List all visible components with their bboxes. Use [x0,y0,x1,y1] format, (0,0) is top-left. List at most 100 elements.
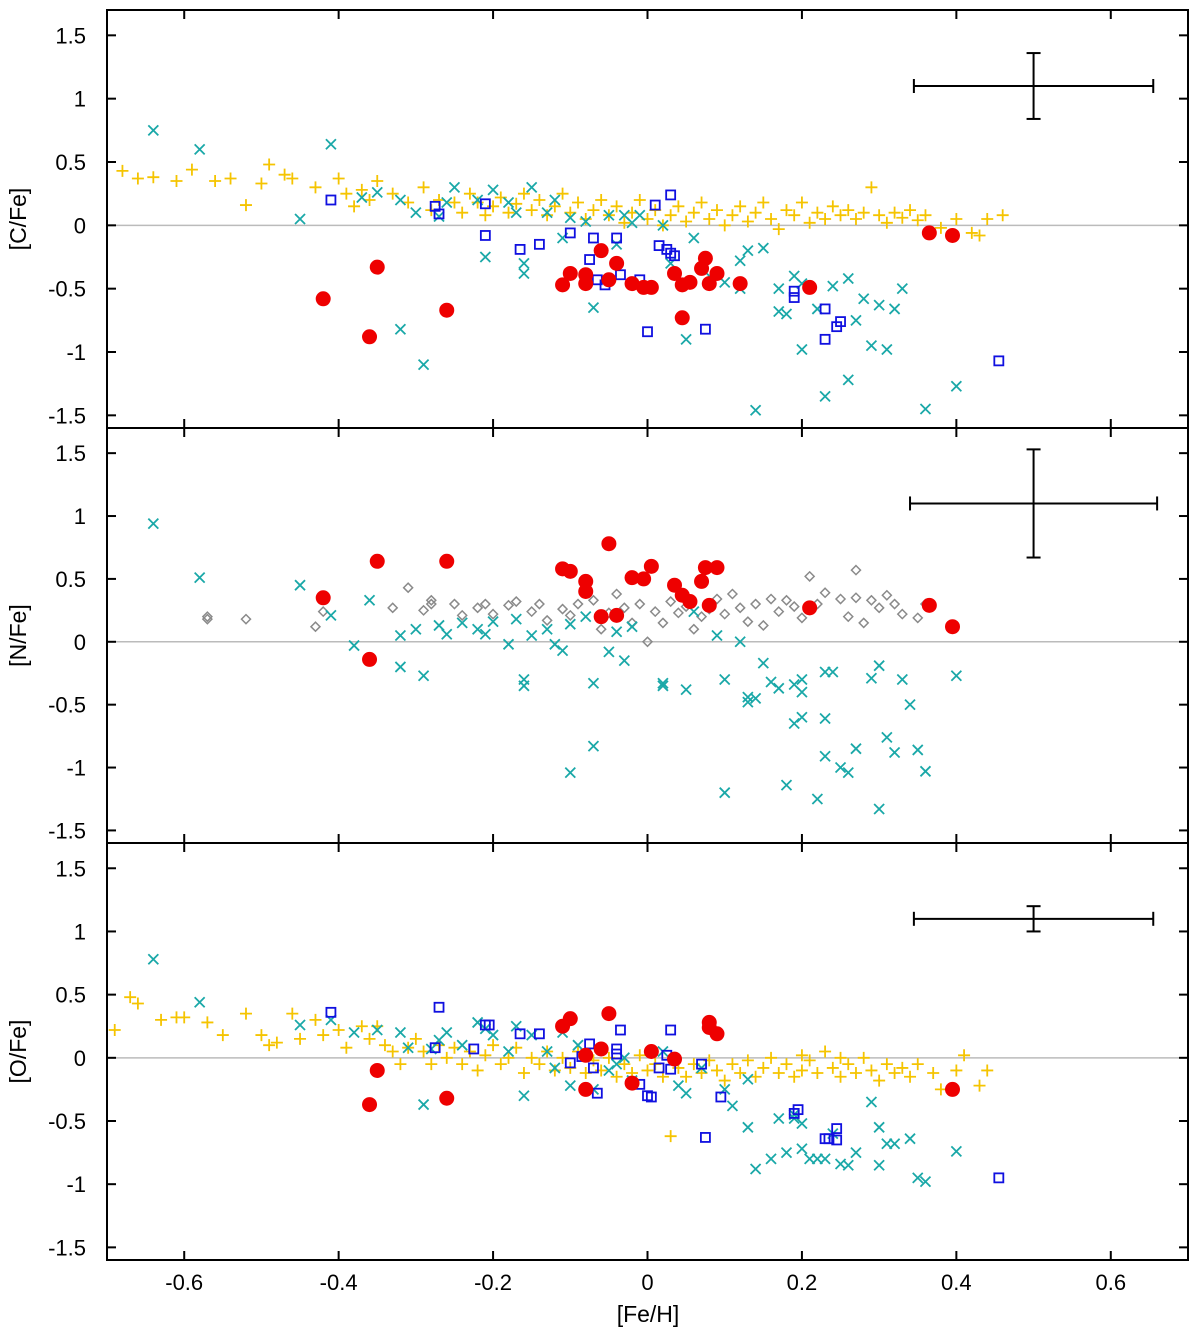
yellow-plus-point-4 [185,163,198,176]
gray-diamond-point-5 [387,602,399,614]
yellow-plus-point-65 [765,213,778,225]
red-circle-point-22 [802,279,818,295]
teal-cross-point-8 [410,207,422,219]
gray-diamond-point-55 [842,611,854,623]
teal-cross-point-60 [865,672,878,684]
teal-cross-point-59 [950,380,962,392]
yellow-plus-point-12 [309,181,322,194]
teal-cross-point-15 [487,1029,499,1041]
teal-cross-point-37 [742,1073,754,1085]
gray-diamond-point-7 [418,604,430,616]
teal-cross-point-20 [526,629,538,642]
teal-cross-point-12 [456,617,468,629]
gray-diamond-point-36 [688,623,700,635]
teal-cross-point-28 [610,238,623,250]
teal-cross-point-5 [363,594,376,606]
red-circle-point-7 [593,1041,609,1057]
yellow-plus-point-80 [880,216,893,229]
yellow-plus-point-62 [741,215,754,228]
teal-cross-point-8 [417,1098,430,1111]
teal-cross-point-58 [919,403,932,415]
blue-square-series [325,1001,1005,1184]
panel-o-fe: -1.5 -1 -0.5 0 0.5 1 1.5 [O/Fe] [5,842,1189,1261]
gray-diamond-point-13 [479,598,491,610]
teal-cross-point-65 [896,673,908,686]
red-circle-series [315,536,960,667]
yellow-plus-point-45 [610,200,623,213]
yellow-plus-point-55 [641,1064,654,1077]
yellow-plus-point-14 [340,187,353,200]
teal-cross-point-35 [688,232,700,244]
teal-cross-point-52 [858,293,870,305]
teal-cross-point-15 [487,184,499,196]
yellow-plus-point-78 [819,1045,832,1058]
gray-diamond-point-1 [201,611,213,623]
teal-cross-point-25 [580,215,592,228]
red-circle-point-23 [921,225,937,241]
red-circle-point-19 [701,276,717,292]
yellow-plus-point-54 [633,1049,646,1062]
red-circle-point-2 [439,1090,455,1106]
red-circle-point-10 [609,607,625,623]
yellow-plus-point-68 [741,1054,754,1067]
teal-cross-point-47 [780,779,793,791]
teal-cross-series [147,124,962,416]
yellow-plus-point-65 [718,1074,731,1087]
yellow-plus-point-97 [795,1049,808,1062]
teal-cross-point-33 [680,1087,692,1099]
yellow-plus-point-91 [927,1066,940,1079]
yellow-plus-point-36 [541,209,554,222]
yellow-plus-point-94 [958,1049,971,1062]
teal-cross-point-31 [618,655,630,667]
teal-cross-point-0 [147,124,159,136]
yellow-plus-point-54 [680,215,693,228]
blue-square-point-23 [696,1058,707,1070]
y-tick-label: 0 [74,213,86,238]
gray-diamond-point-34 [672,607,684,619]
teal-cross-point-39 [719,673,731,686]
blue-square-point-1 [429,1042,441,1054]
red-circle-point-25 [674,310,690,326]
blue-square-point-2 [433,1001,445,1013]
gray-diamond-point-23 [587,594,600,606]
yellow-plus-point-83 [857,1051,870,1064]
teal-cross-point-54 [819,712,831,725]
teal-cross-point-11 [441,196,453,209]
panel-frame [106,427,1189,844]
blue-square-point-9 [588,232,599,244]
yellow-plus-point-0 [108,1024,121,1037]
teal-cross-point-42 [773,305,785,318]
teal-cross-point-11 [441,1026,453,1039]
gray-diamond-point-56 [850,592,862,604]
teal-cross-point-8 [410,623,422,635]
blue-square-point-22 [665,1024,677,1036]
yellow-plus-point-96 [981,1064,994,1077]
teal-cross-point-11 [441,628,453,640]
yellow-plus-point-34 [479,1049,492,1062]
red-circle-point-21 [732,276,748,292]
yellow-plus-point-85 [919,209,932,222]
teal-cross-point-60 [842,272,854,285]
red-circle-point-9 [601,536,617,552]
gray-diamond-point-53 [819,587,831,599]
yellow-plus-point-15 [348,200,361,213]
y-axis-label: [N/Fe] [5,604,31,667]
teal-cross-point-48 [819,390,831,402]
gray-diamond-point-33 [665,595,677,608]
y-tick-label: 0.5 [55,567,86,592]
yellow-plus-point-18 [355,1020,368,1033]
red-circle-point-8 [601,1006,617,1022]
yellow-plus-point-1 [124,991,137,1004]
teal-cross-point-2 [294,213,306,225]
red-circle-point-5 [562,265,578,281]
yellow-plus-point-92 [934,1083,947,1096]
yellow-plus-point-87 [888,1066,901,1079]
blue-square-point-0 [325,1006,337,1018]
gray-diamond-point-29 [634,598,646,610]
red-circle-point-23 [944,619,960,635]
blue-square-point-28 [835,316,846,328]
red-circle-point-3 [439,553,455,569]
x-tick-label: 0.2 [787,1270,818,1295]
blue-square-point-7 [564,227,576,239]
yellow-plus-point-58 [710,204,723,217]
